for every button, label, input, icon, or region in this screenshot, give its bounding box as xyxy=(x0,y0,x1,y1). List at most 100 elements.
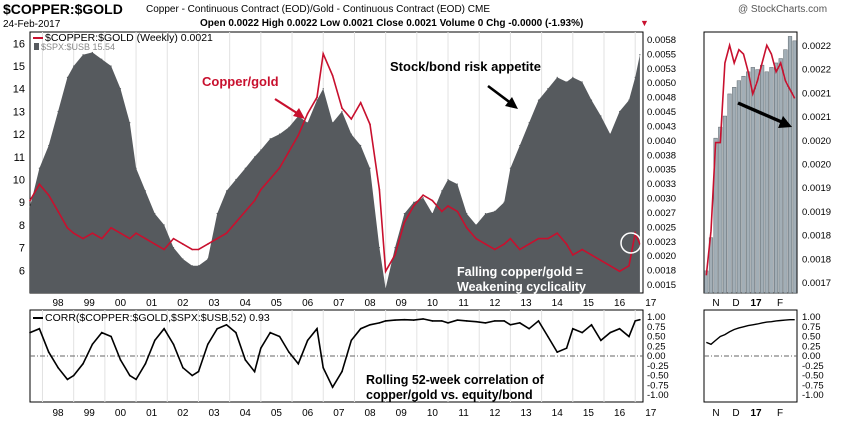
correlation-point xyxy=(191,374,194,377)
spx-usb-point xyxy=(172,247,175,249)
falling-annotation-line1: Falling copper/gold = xyxy=(457,265,583,279)
corr-right-tick-label: 0.50 xyxy=(647,332,666,343)
spx-usb-point xyxy=(581,81,583,83)
spx-usb-point xyxy=(278,133,281,135)
x-tick-label: 05 xyxy=(271,298,283,309)
correlation-point xyxy=(378,322,381,324)
spx-usb-point xyxy=(572,76,574,78)
spx-usb-point xyxy=(394,247,396,249)
corr-right-tick-label: -1.00 xyxy=(647,390,669,401)
right-tick-label: 0.0020 xyxy=(647,251,676,262)
copper-gold-point xyxy=(518,248,521,251)
corr-x-tick-label: 04 xyxy=(240,408,252,419)
spx-usb-point xyxy=(182,258,184,260)
inset-corr-line xyxy=(706,319,795,346)
copper-gold-point xyxy=(47,194,50,196)
copper-gold-point xyxy=(431,199,434,202)
right-tick-label: 0.0038 xyxy=(647,150,676,161)
inset-corr-right-tick-label: -1.00 xyxy=(802,390,824,401)
corr-right-tick-label: 1.00 xyxy=(647,312,666,323)
correlation-point xyxy=(235,331,237,334)
copper-gold-point xyxy=(590,254,593,256)
corr-x-tick-label: 00 xyxy=(115,408,127,419)
spx-usb-point xyxy=(422,197,424,199)
copper-gold-point xyxy=(269,178,272,180)
correlation-point xyxy=(316,327,318,330)
x-tick-label: 12 xyxy=(489,298,501,309)
spx-usb-point xyxy=(38,167,40,169)
correlation-point xyxy=(475,320,477,323)
copper-gold-point xyxy=(341,107,343,109)
risk-appetite-annotation: Stock/bond risk appetite xyxy=(390,59,541,74)
inset-spx-bar xyxy=(713,137,718,294)
spx-usb-point xyxy=(101,58,103,60)
correlation-point xyxy=(129,374,131,377)
spx-usb-point xyxy=(110,65,112,67)
copper-gold-point xyxy=(378,188,381,191)
corr-right-tick-label: -0.25 xyxy=(647,361,669,372)
copper-gold-point xyxy=(556,232,559,234)
copper-gold-point xyxy=(57,210,59,213)
right-tick-label: 0.0043 xyxy=(647,121,676,132)
spx-usb-point xyxy=(66,76,69,78)
spx-usb-point xyxy=(307,122,309,124)
copper-gold-legend-label: $COPPER:$GOLD (Weekly) 0.0021 xyxy=(45,32,213,44)
inset-spx-bar xyxy=(755,69,760,294)
inset-right-tick-label: 0.0019 xyxy=(802,183,831,194)
spx-usb-point xyxy=(369,167,371,169)
correlation-point xyxy=(384,320,387,322)
left-tick-label: 13 xyxy=(13,106,25,118)
spx-usb-point xyxy=(207,258,209,260)
inset-corr-x-tick-label: D xyxy=(732,408,739,419)
inset-down-arrow-head xyxy=(778,116,792,128)
copper-gold-point xyxy=(260,188,262,191)
left-tick-label: 14 xyxy=(13,84,25,96)
spx-usb-point xyxy=(484,212,487,215)
left-tick-label: 15 xyxy=(13,61,25,73)
correlation-point xyxy=(341,370,343,373)
inset-right-tick-label: 0.0017 xyxy=(802,278,831,289)
correlation-point xyxy=(600,339,602,342)
spx-usb-point xyxy=(91,51,93,54)
correlation-point xyxy=(100,331,103,334)
x-tick-label: 04 xyxy=(240,298,252,309)
spx-usb-legend-swatch xyxy=(34,43,39,50)
inset-corr-x-tick-label: 17 xyxy=(750,408,762,419)
correlation-point xyxy=(260,347,262,350)
spx-usb-point xyxy=(547,88,549,90)
corr-x-tick-label: 06 xyxy=(302,408,314,419)
right-tick-label: 0.0050 xyxy=(647,78,676,89)
correlation-point xyxy=(440,320,443,322)
correlation-point xyxy=(484,322,487,324)
left-tick-label: 10 xyxy=(13,175,25,187)
copper-gold-point xyxy=(207,243,209,245)
correlation-point xyxy=(153,339,156,342)
inset-corr-right-tick-label: 0.00 xyxy=(802,351,821,362)
spx-usb-point xyxy=(82,54,84,56)
corr-x-tick-label: 15 xyxy=(583,408,595,419)
correlation-point xyxy=(456,319,459,321)
spx-usb-point xyxy=(269,138,271,140)
inset-x-tick-label: N xyxy=(712,298,719,309)
corr-x-tick-label: 01 xyxy=(146,408,158,419)
x-tick-label: 14 xyxy=(552,298,564,309)
correlation-point xyxy=(618,327,621,330)
copper-gold-point xyxy=(447,205,449,207)
correlation-point xyxy=(72,374,75,377)
correlation-point xyxy=(628,335,630,338)
right-tick-label: 0.0053 xyxy=(647,64,676,75)
corr-x-tick-label: 99 xyxy=(84,408,96,419)
corr-x-tick-label: 03 xyxy=(208,408,220,419)
inset-right-tick-label: 0.0018 xyxy=(802,231,831,242)
spx-usb-point xyxy=(197,265,200,267)
correlation-point xyxy=(110,335,112,338)
copper-gold-point xyxy=(182,243,184,245)
copper-gold-point xyxy=(163,248,165,251)
copper-gold-point xyxy=(331,74,334,77)
right-tick-label: 0.0045 xyxy=(647,107,676,118)
spx-usb-point xyxy=(609,133,611,135)
x-tick-label: 02 xyxy=(177,298,189,309)
correlation-point xyxy=(278,335,281,338)
inset-spx-bar xyxy=(727,93,732,294)
